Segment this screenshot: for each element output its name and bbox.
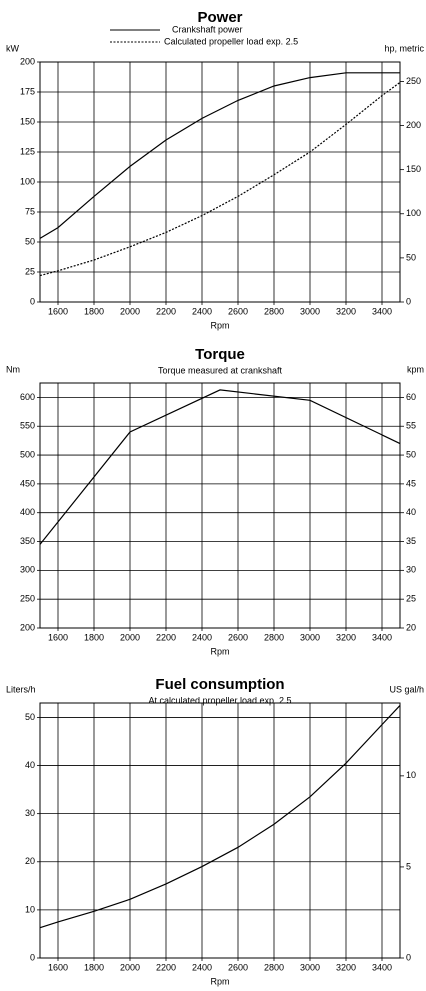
x-tick-label: 2600 (228, 962, 248, 972)
x-tick-label: 2400 (192, 632, 212, 642)
y-tick-label: 200 (20, 622, 35, 632)
plot-frame (39, 702, 401, 959)
y-tick-label: 50 (25, 712, 35, 722)
chart-title: Fuel consumption (155, 676, 284, 693)
chart-subtitle: Torque measured at crankshaft (158, 365, 283, 375)
plot-frame (39, 61, 401, 303)
y2-tick-label: 200 (406, 120, 421, 130)
x-tick-label: 2000 (120, 632, 140, 642)
y-tick-label: 350 (20, 536, 35, 546)
x-tick-label: 3400 (372, 306, 392, 316)
y-tick-label: 75 (25, 206, 35, 216)
x-tick-label: 1800 (84, 962, 104, 972)
x-tick-label: 2000 (120, 306, 140, 316)
x-tick-label: 2600 (228, 632, 248, 642)
legend-label: Crankshaft power (172, 24, 243, 34)
y2-axis-label: hp, metric (384, 43, 424, 53)
x-tick-label: 3200 (336, 306, 356, 316)
y-tick-label: 125 (20, 146, 35, 156)
y-tick-label: 550 (20, 421, 35, 431)
y-tick-label: 150 (20, 116, 35, 126)
y2-tick-label: 40 (406, 507, 416, 517)
x-tick-label: 2800 (264, 962, 284, 972)
legend-label: Calculated propeller load exp. 2.5 (164, 36, 298, 46)
y-tick-label: 25 (25, 266, 35, 276)
x-axis-label: Rpm (210, 976, 229, 986)
y2-tick-label: 250 (406, 76, 421, 86)
y-tick-label: 500 (20, 449, 35, 459)
x-tick-label: 2200 (156, 962, 176, 972)
y2-tick-label: 100 (406, 208, 421, 218)
x-tick-label: 2200 (156, 306, 176, 316)
data-line (39, 72, 400, 239)
y-tick-label: 20 (25, 856, 35, 866)
y-tick-label: 10 (25, 904, 35, 914)
y2-tick-label: 0 (406, 296, 411, 306)
y2-tick-label: 0 (406, 952, 411, 962)
y-tick-label: 450 (20, 478, 35, 488)
y-axis-label: Nm (6, 364, 20, 374)
x-tick-label: 2400 (192, 306, 212, 316)
y-tick-label: 40 (25, 760, 35, 770)
y-tick-label: 175 (20, 86, 35, 96)
y2-tick-label: 50 (406, 449, 416, 459)
x-tick-label: 2600 (228, 306, 248, 316)
data-line (39, 389, 401, 545)
chart-title: Torque (195, 346, 245, 363)
x-tick-label: 3000 (300, 306, 320, 316)
x-tick-label: 3400 (372, 962, 392, 972)
x-tick-label: 2000 (120, 962, 140, 972)
y2-tick-label: 5 (406, 861, 411, 871)
y-tick-label: 100 (20, 176, 35, 186)
y2-tick-label: 10 (406, 770, 416, 780)
y-tick-label: 200 (20, 56, 35, 66)
x-tick-label: 3200 (336, 632, 356, 642)
y-tick-label: 0 (30, 952, 35, 962)
x-tick-label: 3000 (300, 962, 320, 972)
x-tick-label: 2200 (156, 632, 176, 642)
x-tick-label: 2800 (264, 306, 284, 316)
chart-title: Power (197, 9, 242, 26)
data-line (39, 705, 401, 929)
plot-frame (39, 382, 401, 629)
x-tick-label: 1800 (84, 306, 104, 316)
x-tick-label: 1600 (48, 962, 68, 972)
y-tick-label: 250 (20, 594, 35, 604)
y2-tick-label: 25 (406, 594, 416, 604)
x-tick-label: 3200 (336, 962, 356, 972)
y-tick-label: 400 (20, 507, 35, 517)
y-tick-label: 300 (20, 565, 35, 575)
x-tick-label: 1600 (48, 306, 68, 316)
y2-axis-label: US gal/h (389, 684, 424, 694)
y-tick-label: 50 (25, 236, 35, 246)
x-tick-label: 3000 (300, 632, 320, 642)
x-tick-label: 2800 (264, 632, 284, 642)
y2-tick-label: 50 (406, 252, 416, 262)
y2-tick-label: 55 (406, 421, 416, 431)
x-axis-label: Rpm (210, 646, 229, 656)
y2-tick-label: 45 (406, 478, 416, 488)
x-tick-label: 1600 (48, 632, 68, 642)
y2-axis-label: kpm (407, 364, 424, 374)
y2-tick-label: 20 (406, 622, 416, 632)
x-tick-label: 3400 (372, 632, 392, 642)
y-axis-label: Liters/h (6, 684, 36, 694)
data-line (39, 81, 401, 277)
y2-tick-label: 35 (406, 536, 416, 546)
x-tick-label: 1800 (84, 632, 104, 642)
x-axis-label: Rpm (210, 320, 229, 330)
chart-subtitle: At calculated propeller load exp. 2.5 (148, 695, 291, 705)
y2-tick-label: 60 (406, 392, 416, 402)
y-tick-label: 30 (25, 808, 35, 818)
y2-tick-label: 150 (406, 164, 421, 174)
y-tick-label: 0 (30, 296, 35, 306)
y2-tick-label: 30 (406, 565, 416, 575)
y-axis-label: kW (6, 43, 20, 53)
y-tick-label: 600 (20, 392, 35, 402)
x-tick-label: 2400 (192, 962, 212, 972)
